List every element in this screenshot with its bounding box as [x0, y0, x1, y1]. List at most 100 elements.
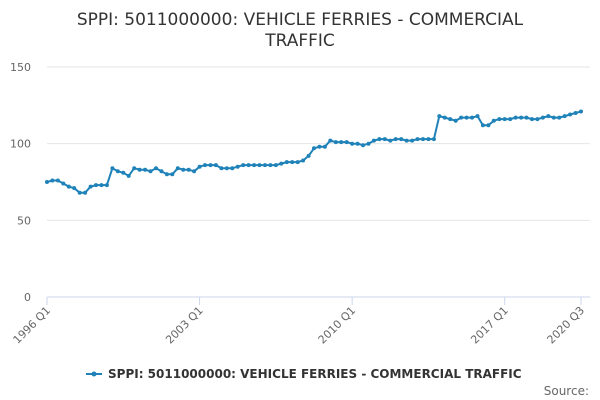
data-point[interactable] — [437, 114, 442, 119]
data-point[interactable] — [170, 172, 175, 177]
data-point[interactable] — [295, 160, 300, 165]
data-point[interactable] — [208, 163, 213, 168]
data-point[interactable] — [382, 137, 387, 142]
data-point[interactable] — [355, 141, 360, 146]
data-point[interactable] — [197, 164, 202, 169]
data-point[interactable] — [252, 163, 257, 168]
data-point[interactable] — [371, 138, 376, 143]
data-point[interactable] — [540, 115, 545, 120]
data-point[interactable] — [410, 138, 415, 143]
data-point[interactable] — [312, 146, 316, 151]
data-point[interactable] — [279, 161, 284, 166]
data-point[interactable] — [104, 183, 109, 188]
data-point[interactable] — [235, 164, 240, 169]
data-point[interactable] — [519, 115, 524, 120]
data-point[interactable] — [284, 160, 289, 165]
data-point[interactable] — [88, 184, 93, 189]
data-point[interactable] — [137, 167, 142, 172]
data-point[interactable] — [333, 140, 338, 145]
data-point[interactable] — [186, 167, 191, 172]
data-point[interactable] — [110, 166, 115, 171]
data-point[interactable] — [388, 138, 393, 143]
data-point[interactable] — [568, 112, 573, 117]
data-point[interactable] — [344, 140, 349, 145]
data-point[interactable] — [426, 137, 431, 142]
data-point[interactable] — [573, 111, 578, 115]
data-point[interactable] — [77, 190, 82, 195]
data-point[interactable] — [159, 169, 164, 174]
data-point[interactable] — [203, 163, 207, 168]
data-point[interactable] — [121, 170, 126, 175]
data-point[interactable] — [557, 115, 562, 120]
data-point[interactable] — [339, 140, 344, 145]
data-point[interactable] — [148, 169, 153, 174]
data-point[interactable] — [257, 163, 262, 168]
data-point[interactable] — [55, 178, 60, 183]
data-point[interactable] — [551, 115, 556, 120]
data-point[interactable] — [350, 141, 355, 146]
data-point[interactable] — [513, 115, 518, 120]
data-point[interactable] — [219, 166, 224, 171]
data-point[interactable] — [143, 167, 148, 172]
data-point[interactable] — [546, 114, 551, 119]
data-point[interactable] — [562, 114, 567, 119]
data-point[interactable] — [366, 141, 371, 146]
data-point[interactable] — [459, 115, 464, 120]
data-point[interactable] — [399, 137, 404, 142]
data-point[interactable] — [273, 163, 278, 168]
data-point[interactable] — [470, 115, 474, 120]
data-point[interactable] — [448, 117, 453, 122]
data-point[interactable] — [290, 160, 295, 165]
data-point[interactable] — [175, 166, 180, 171]
data-point[interactable] — [224, 166, 229, 171]
data-point[interactable] — [317, 144, 322, 149]
data-point[interactable] — [306, 153, 311, 158]
legend[interactable]: SPPI: 5011000000: VEHICLE FERRIES - COMM… — [86, 367, 522, 381]
data-point[interactable] — [530, 117, 534, 122]
data-point[interactable] — [453, 118, 458, 123]
data-point[interactable] — [431, 137, 436, 142]
data-point[interactable] — [45, 180, 49, 184]
data-point[interactable] — [491, 118, 496, 123]
data-point[interactable] — [328, 138, 333, 143]
data-point[interactable] — [502, 117, 507, 122]
data-point[interactable] — [421, 137, 425, 142]
data-point[interactable] — [404, 138, 409, 143]
data-point[interactable] — [230, 166, 235, 171]
data-point[interactable] — [415, 137, 420, 142]
data-point[interactable] — [268, 163, 273, 168]
data-point[interactable] — [464, 115, 469, 120]
data-point[interactable] — [66, 184, 71, 189]
data-point[interactable] — [192, 169, 197, 174]
data-point[interactable] — [524, 115, 529, 120]
data-point[interactable] — [181, 167, 186, 172]
data-point[interactable] — [508, 117, 513, 122]
data-point[interactable] — [126, 173, 131, 178]
data-point[interactable] — [579, 109, 583, 114]
data-point[interactable] — [442, 115, 447, 120]
data-point[interactable] — [497, 117, 502, 122]
data-point[interactable] — [322, 144, 327, 149]
data-point[interactable] — [132, 166, 137, 171]
data-point[interactable] — [263, 163, 267, 168]
data-point[interactable] — [154, 166, 158, 171]
data-point[interactable] — [115, 169, 120, 174]
data-point[interactable] — [99, 183, 104, 188]
data-point[interactable] — [50, 178, 55, 183]
data-point[interactable] — [361, 143, 365, 148]
data-point[interactable] — [83, 190, 88, 195]
data-point[interactable] — [94, 183, 98, 188]
data-point[interactable] — [72, 186, 77, 191]
data-point[interactable] — [393, 137, 398, 142]
data-point[interactable] — [213, 163, 218, 168]
data-point[interactable] — [164, 172, 169, 177]
data-point[interactable] — [246, 163, 251, 168]
data-point[interactable] — [475, 114, 480, 119]
data-point[interactable] — [301, 158, 306, 163]
data-point[interactable] — [61, 181, 66, 186]
source-label[interactable]: Source: — [544, 384, 589, 398]
data-point[interactable] — [486, 123, 491, 128]
data-point[interactable] — [480, 123, 485, 128]
data-point[interactable] — [377, 137, 382, 142]
data-point[interactable] — [241, 163, 246, 168]
